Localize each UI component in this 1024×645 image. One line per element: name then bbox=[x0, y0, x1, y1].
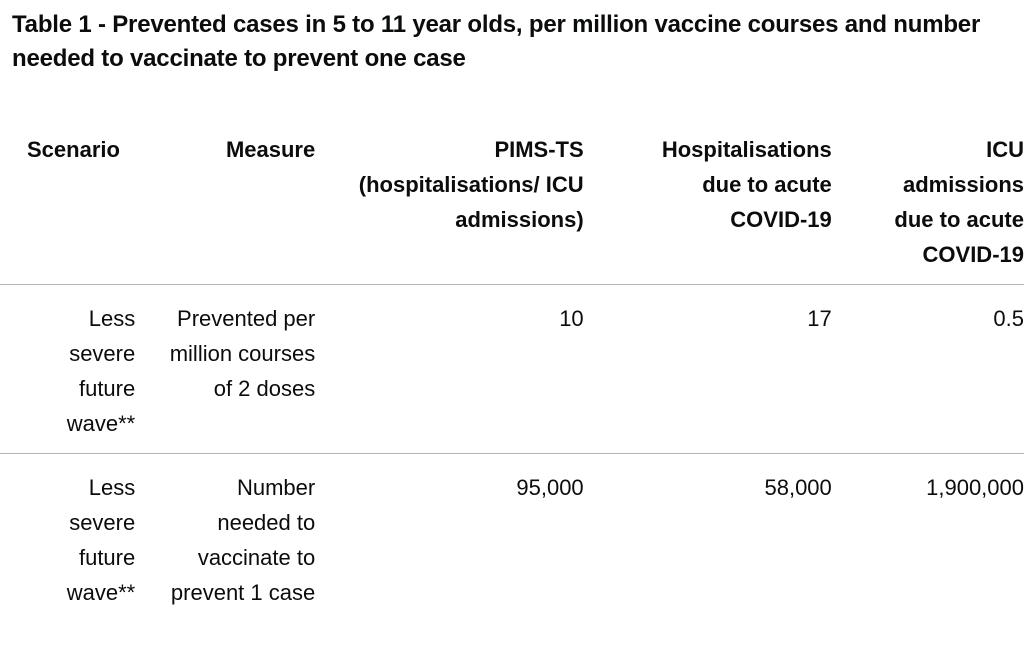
header-hospitalisations-label: Hospitalisations due to acute COVID-19 bbox=[661, 137, 832, 232]
cell-pims-ts: 10 bbox=[315, 284, 584, 454]
cell-measure-text: Prevented per million courses of 2 doses bbox=[169, 306, 316, 401]
cell-hospitalisations: 17 bbox=[583, 284, 832, 454]
table-row: Less severe future wave** Prevented per … bbox=[0, 284, 1024, 454]
cell-icu-admissions: 1,900,000 bbox=[926, 475, 1024, 500]
cell-scenario-text: Less severe future wave** bbox=[66, 475, 136, 605]
header-hospitalisations: Hospitalisations due to acute COVID-19 bbox=[583, 132, 832, 285]
cell-hospitalisations: 58,000 bbox=[764, 475, 832, 500]
header-icu-admissions: ICU admissions due to acute COVID-19 bbox=[831, 132, 1024, 285]
cell-scenario-text: Less severe future wave** bbox=[66, 306, 136, 436]
table-row: Less severe future wave** Number needed … bbox=[0, 454, 1024, 623]
header-pims-ts: PIMS-TS (hospitalisations/ ICU admission… bbox=[315, 132, 584, 285]
cell-measure: Number needed to vaccinate to prevent 1 … bbox=[135, 454, 315, 623]
cell-scenario: Less severe future wave** bbox=[0, 284, 136, 454]
header-icu-admissions-label: ICU admissions due to acute COVID-19 bbox=[894, 137, 1024, 267]
cell-scenario: Less severe future wave** bbox=[0, 454, 135, 623]
cell-icu-admissions: 0.5 bbox=[831, 284, 1024, 454]
results-table: Scenario Measure PIMS-TS (hospitalisatio… bbox=[0, 132, 1024, 622]
header-pims-ts-label: PIMS-TS (hospitalisations/ ICU admission… bbox=[358, 137, 584, 232]
cell-pims-ts: 95,000 bbox=[516, 475, 584, 500]
cell-measure: Prevented per million courses of 2 doses bbox=[135, 284, 316, 454]
table-caption: Table 1 - Prevented cases in 5 to 11 yea… bbox=[12, 11, 981, 72]
header-measure: Measure bbox=[135, 132, 316, 285]
cell-measure-text: Number needed to vaccinate to prevent 1 … bbox=[170, 475, 316, 605]
header-scenario: Scenario bbox=[0, 132, 136, 285]
table-header-row: Scenario Measure PIMS-TS (hospitalisatio… bbox=[0, 132, 1024, 285]
